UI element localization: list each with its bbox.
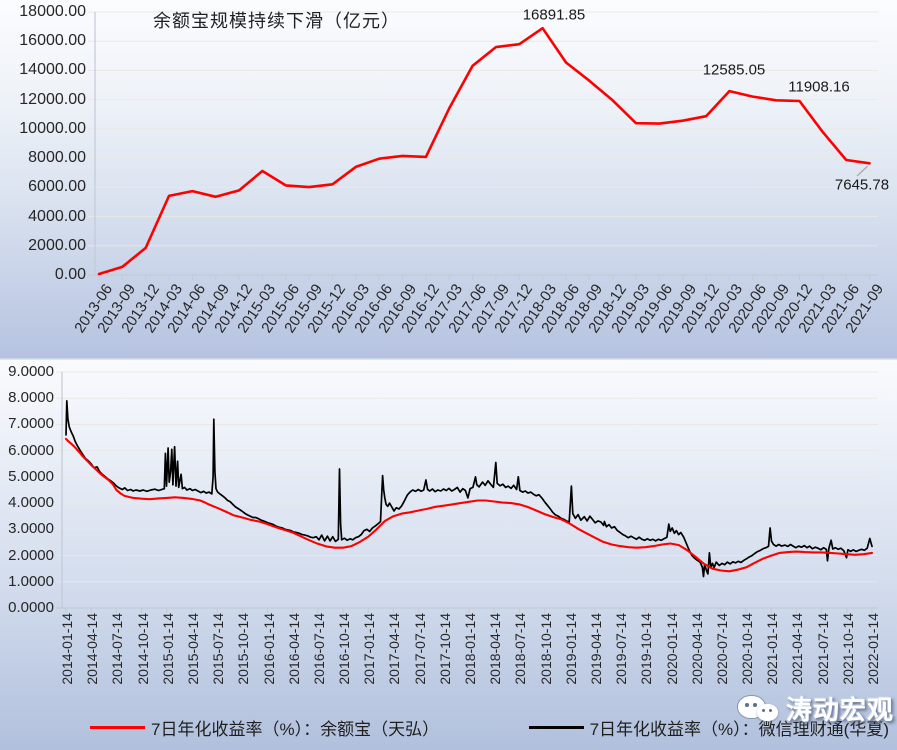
y-axis-tick-label: 5.0000 xyxy=(8,467,54,485)
x-axis-tick-label: 2018-01-14 xyxy=(462,613,478,685)
legend: 7日年化收益率（%）：余额宝（天弘） 7日年化收益率（%）：微信理财通(华夏) xyxy=(90,713,889,741)
y-axis-tick-label: 10000.00 xyxy=(19,119,86,137)
x-axis-tick-label: 2021-04-14 xyxy=(789,613,806,685)
legend-item-yuebao-tianhong: 7日年化收益率（%）：余额宝（天弘） xyxy=(90,715,439,740)
x-axis-tick-label: 2015-07-14 xyxy=(210,613,227,685)
y-axis-tick-label: 0.00 xyxy=(54,266,86,283)
legend-label-licaitong: 7日年化收益率（%）：微信理财通(华夏) xyxy=(589,719,889,739)
x-axis-tick-label: 2017-04-14 xyxy=(386,613,403,685)
y-axis-tick-label: 14000.00 xyxy=(19,61,86,79)
bubble-eye xyxy=(761,708,765,712)
x-axis-tick-label: 2020-01-14 xyxy=(663,613,680,685)
x-axis-tick-label: 2016-10-14 xyxy=(336,613,353,685)
legend-item-licaitong-huaxia: 7日年化收益率（%）：微信理财通(华夏) xyxy=(528,715,889,740)
y-axis-tick-label: 8.0000 xyxy=(8,389,54,407)
y-axis-tick-label: 2.0000 xyxy=(8,546,54,564)
x-axis-tick-label: 2022-01-14 xyxy=(865,613,881,685)
x-axis-tick-label: 2016-01-14 xyxy=(260,613,277,685)
x-axis-tick-label: 2020-04-14 xyxy=(688,613,705,685)
x-axis-tick-label: 2016-07-14 xyxy=(310,613,327,685)
x-axis-tick-label: 2017-01-14 xyxy=(361,613,378,685)
x-axis-tick-label: 2021-01-14 xyxy=(764,613,781,685)
y-axis-tick-label: 2000.00 xyxy=(28,236,86,254)
y-axis-tick-label: 1.0000 xyxy=(8,572,54,590)
x-axis-tick-label: 2020-10-14 xyxy=(739,613,756,685)
x-axis-tick-label: 2016-04-14 xyxy=(285,613,302,685)
x-axis-tick-label: 2015-10-14 xyxy=(235,613,252,685)
top-chart-title: 余额宝规模持续下滑（亿元） xyxy=(153,11,400,31)
x-axis-tick-label: 2014-07-14 xyxy=(109,613,126,685)
x-axis-tick-label: 2019-04-14 xyxy=(587,613,604,685)
legend-line-red-icon xyxy=(90,725,145,729)
data-point-label: 16891.85 xyxy=(522,6,586,24)
y-axis-tick-label: 6.0000 xyxy=(8,441,54,459)
y-axis-tick-label: 3.0000 xyxy=(8,520,54,538)
x-axis-tick-label: 2018-10-14 xyxy=(537,613,554,685)
x-axis-tick-label: 2014-10-14 xyxy=(134,613,151,685)
watermark: 涛动宏观 xyxy=(736,690,894,727)
y-axis-tick-label: 16000.00 xyxy=(19,32,86,50)
x-axis-tick-label: 2015-01-14 xyxy=(159,613,176,685)
y-axis-tick-label: 8000.00 xyxy=(28,149,86,167)
x-axis-tick-label: 2021-10-14 xyxy=(839,613,856,685)
bubble-eye xyxy=(744,702,749,707)
y-axis-tick-label: 12000.00 xyxy=(19,90,86,108)
data-point-label: 7645.78 xyxy=(834,176,890,194)
x-axis-tick-label: 2018-04-14 xyxy=(487,613,504,685)
y-axis-tick-label: 18000.00 xyxy=(19,3,86,20)
x-axis-tick-label: 2019-01-14 xyxy=(562,613,579,685)
x-axis-tick-label: 2017-10-14 xyxy=(436,613,453,685)
x-axis-tick-label: 2015-04-14 xyxy=(184,613,201,685)
y-axis-tick-label: 7.0000 xyxy=(8,415,54,433)
x-axis-tick-label: 2014-01-14 xyxy=(59,613,75,685)
x-axis-tick-label: 2021-07-14 xyxy=(814,613,831,685)
legend-line-black-icon xyxy=(528,725,584,729)
y-axis-tick-label: 0.0000 xyxy=(8,599,54,616)
x-axis-tick-label: 2018-07-14 xyxy=(512,613,529,685)
y-axis-tick-label: 9.0000 xyxy=(8,363,54,380)
wechat-logo-icon xyxy=(736,692,781,726)
y-axis-tick-label: 6000.00 xyxy=(28,178,86,196)
x-axis-tick-label: 2014-04-14 xyxy=(84,613,101,685)
x-axis-tick-label: 2017-07-14 xyxy=(411,613,428,685)
panel-divider xyxy=(0,357,897,360)
watermark-text: 涛动宏观 xyxy=(785,695,894,725)
bubble-eye xyxy=(752,702,757,707)
bubble-eye xyxy=(768,708,772,712)
legend-label-yuebao: 7日年化收益率（%）：余额宝（天弘） xyxy=(151,719,440,739)
x-axis-tick-label: 2020-07-14 xyxy=(713,613,730,685)
chat-bubble-small xyxy=(756,703,778,721)
data-point-label: 12585.05 xyxy=(702,61,766,79)
x-axis-tick-label: 2019-10-14 xyxy=(638,613,655,685)
y-axis-tick-label: 4.0000 xyxy=(8,494,54,512)
x-axis-tick-label: 2019-07-14 xyxy=(613,613,630,685)
y-axis-tick-label: 4000.00 xyxy=(28,207,86,225)
data-point-label: 11908.16 xyxy=(788,78,850,96)
